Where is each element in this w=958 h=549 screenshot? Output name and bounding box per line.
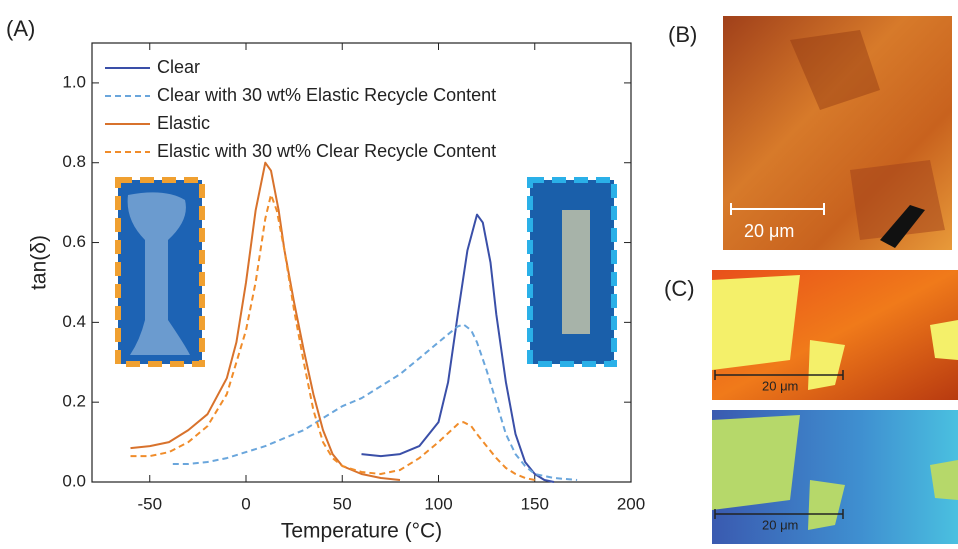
y-axis-label: tan(δ) <box>28 235 51 290</box>
x-axis-label: Temperature (°C) <box>281 520 442 543</box>
inset-photo <box>118 180 614 364</box>
y-tick-label: 0.6 <box>62 232 86 251</box>
y-tick-label: 0.8 <box>62 152 86 171</box>
figure: (A) -50 0 50 100 150 200 0.0 0.2 0.4 0.6 0.8 1.0 Tem… <box>0 0 958 544</box>
y-tick-label: 0.0 <box>62 471 86 490</box>
legend-label: Clear <box>157 57 200 77</box>
x-tick-label: -50 <box>137 494 162 513</box>
series-line <box>362 215 555 482</box>
x-tick-label: 100 <box>424 494 452 513</box>
x-tick-label: 50 <box>333 494 352 513</box>
series-line <box>173 324 577 480</box>
panel-label: (C) <box>664 276 695 301</box>
y-tick-label: 0.2 <box>62 392 86 411</box>
legend-label: Elastic with 30 wt% Clear Recycle Conten… <box>157 141 496 161</box>
scale-label: 20 μm <box>762 517 798 532</box>
afm-image-b: 20 μm <box>723 16 952 250</box>
afm-image-c-bottom: 20 μm <box>712 410 958 544</box>
scale-label: 20 μm <box>744 221 794 241</box>
x-tick-label: 0 <box>241 494 250 513</box>
y-tick-label: 0.4 <box>62 312 86 331</box>
x-tick-label: 150 <box>521 494 549 513</box>
panel-label: (B) <box>668 22 697 47</box>
afm-image-c-top: 20 μm <box>712 270 958 400</box>
x-tick-label: 200 <box>617 494 645 513</box>
panel-label: (A) <box>6 16 35 41</box>
legend-label: Elastic <box>157 113 210 133</box>
scale-label: 20 μm <box>762 378 798 393</box>
y-tick-label: 1.0 <box>62 72 86 91</box>
legend-label: Clear with 30 wt% Elastic Recycle Conten… <box>157 85 496 105</box>
